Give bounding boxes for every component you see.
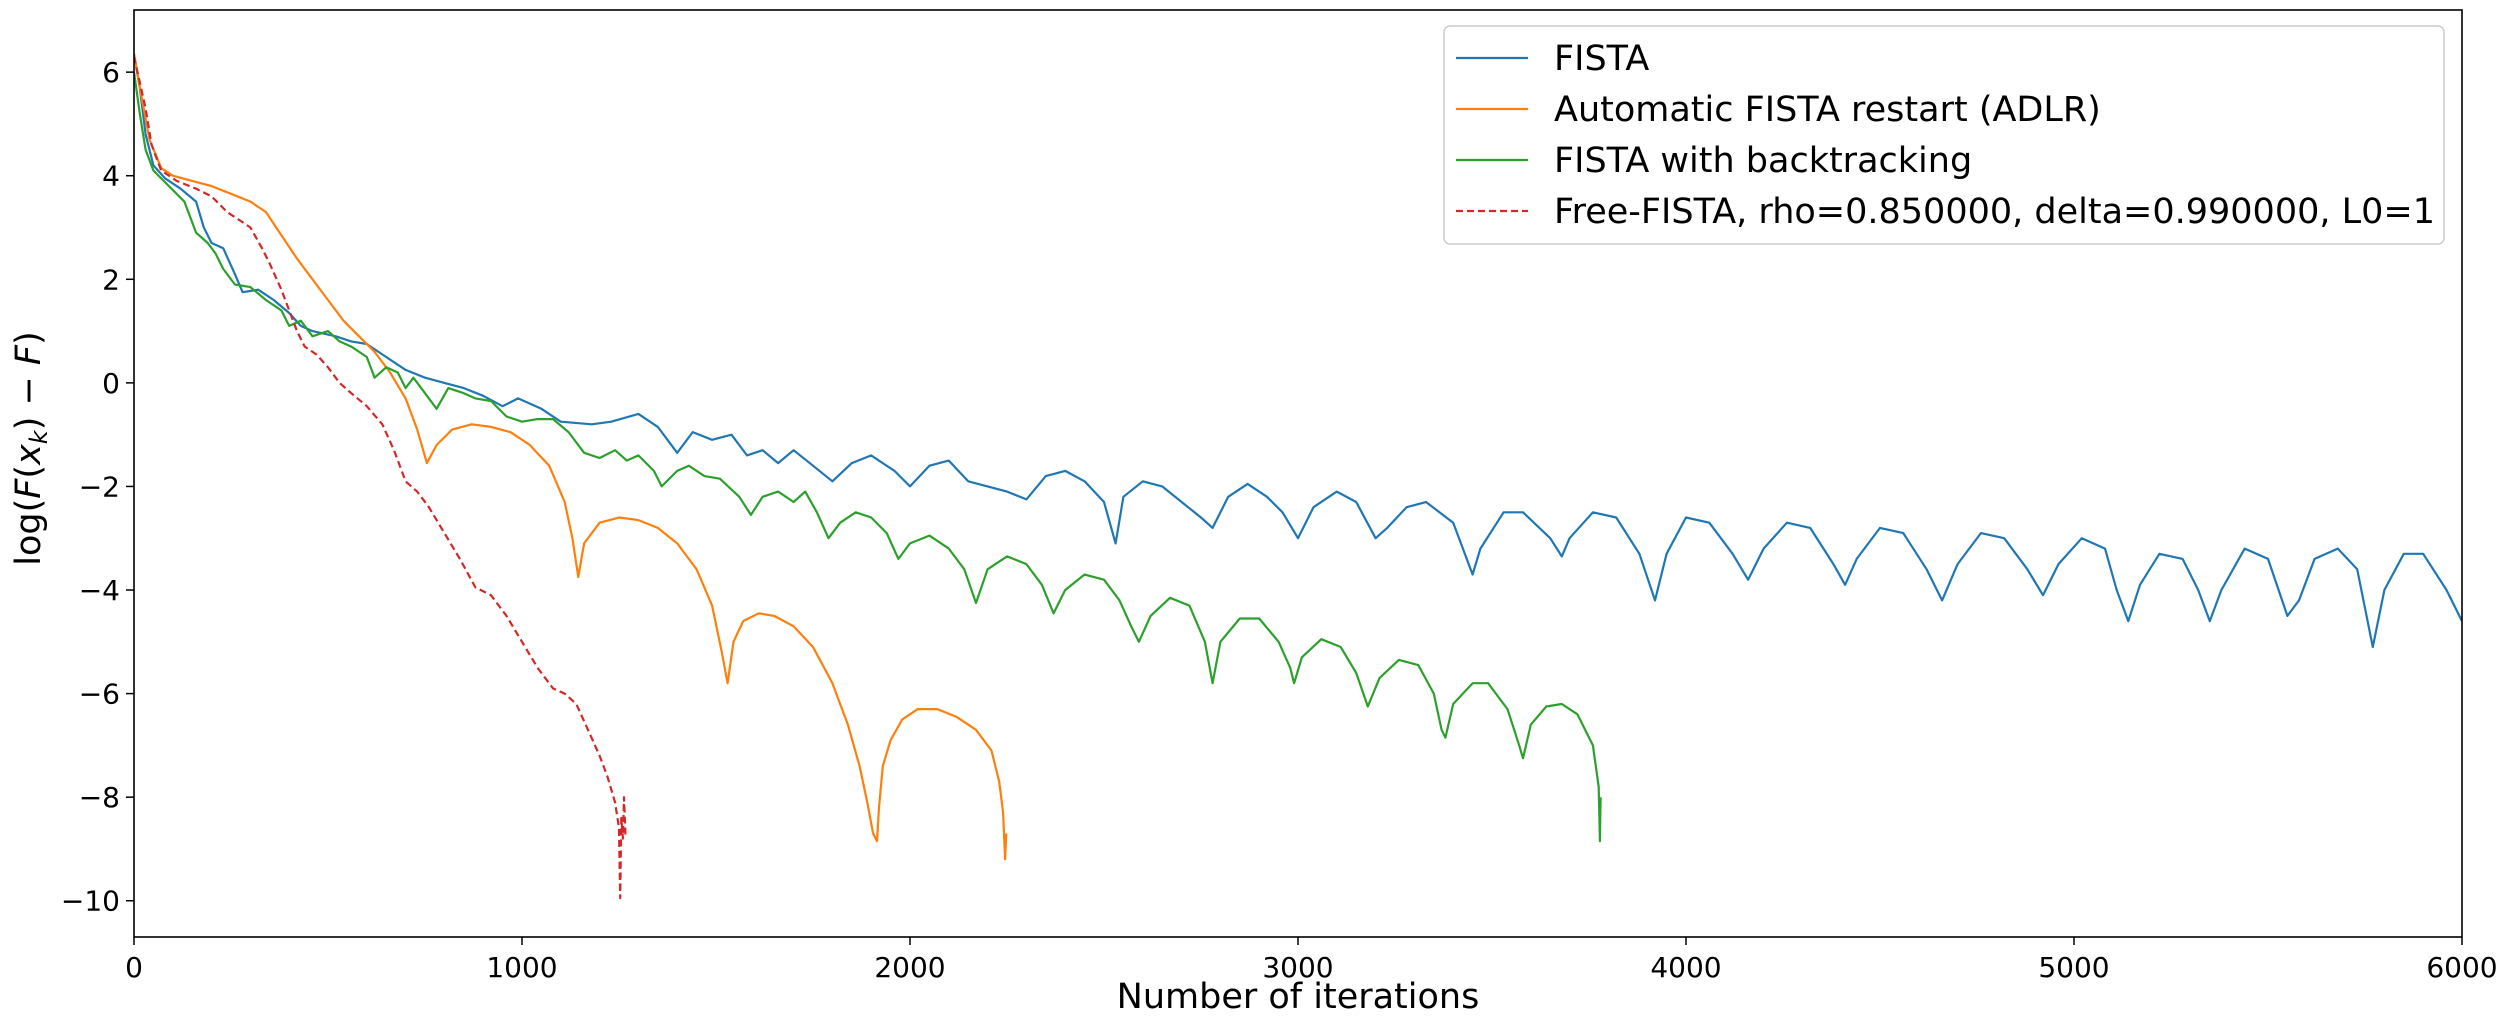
y-axis: −10 −8 −6 −4 −2 0 2 4 6	[61, 56, 134, 918]
series-line-2	[134, 71, 1602, 843]
x-tick-label: 6000	[2426, 951, 2497, 984]
y-axis-label: log(F(xk) − F)	[9, 331, 53, 565]
y-tick-label: −10	[61, 885, 120, 918]
x-axis-label: Number of iterations	[1117, 977, 1480, 1017]
x-axis: 0 1000 2000 3000 4000 5000 6000	[125, 937, 2498, 984]
y-tick-label: −4	[79, 574, 120, 607]
legend-label: FISTA	[1554, 39, 1649, 79]
y-tick-label: 6	[102, 56, 120, 89]
x-tick-label: 2000	[874, 951, 945, 984]
x-tick-label: 4000	[1650, 951, 1721, 984]
y-axis-label-hat: ^	[0, 360, 23, 389]
series-layer	[134, 53, 2462, 900]
x-tick-label: 3000	[1262, 951, 1333, 984]
series-line-0	[134, 53, 2462, 649]
legend: FISTA Automatic FISTA restart (ADLR) FISTA…	[1443, 25, 2445, 245]
series-line-3	[134, 56, 627, 900]
legend-label: Free-FISTA, rho=0.850000, delta=0.990000…	[1554, 192, 2435, 232]
y-tick-label: 2	[102, 263, 120, 296]
legend-label: Automatic FISTA restart (ADLR)	[1554, 90, 2101, 130]
x-tick-label: 0	[125, 951, 143, 984]
y-tick-label: −6	[79, 678, 120, 711]
series-line-1	[134, 53, 1008, 861]
legend-box	[1443, 25, 2445, 245]
x-tick-label: 1000	[486, 951, 557, 984]
y-tick-label: −8	[79, 781, 120, 814]
legend-label: FISTA with backtracking	[1554, 141, 1972, 181]
y-tick-label: −2	[79, 470, 120, 503]
y-tick-label: 4	[102, 160, 120, 193]
x-tick-label: 5000	[2038, 951, 2109, 984]
y-tick-label: 0	[102, 367, 120, 400]
